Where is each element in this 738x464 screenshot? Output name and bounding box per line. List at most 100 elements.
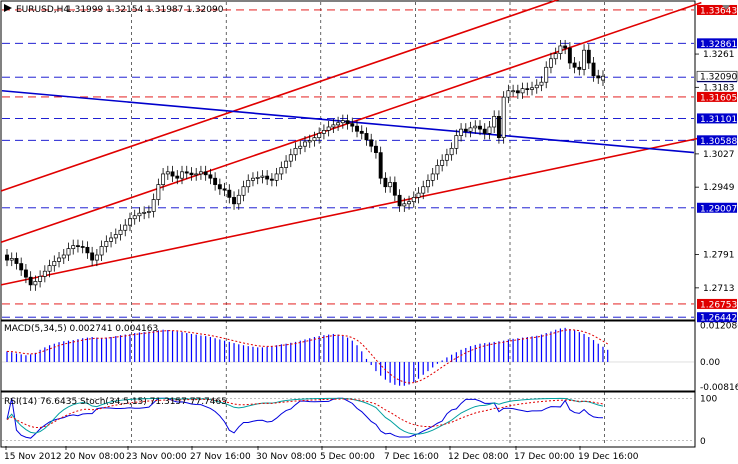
time-axis-tick-label: 30 Nov 08:00 [256, 452, 317, 462]
candle-body [274, 173, 279, 181]
candle-body [359, 130, 364, 134]
candle-body [75, 245, 80, 247]
candle-body [109, 237, 114, 242]
candle-body [265, 175, 270, 180]
price-level-tag [697, 4, 737, 15]
candle-body [591, 62, 596, 77]
candle-body [340, 120, 345, 124]
candle-body [307, 140, 312, 143]
ohlc-readout: 1.31999 1.32154 1.31987 1.32090 [66, 5, 224, 15]
candle-body [321, 130, 326, 134]
candle-body [208, 174, 213, 179]
candle-body [601, 75, 605, 81]
time-axis-tick-label: 17 Dec 00:00 [514, 452, 575, 462]
candle-body [317, 133, 322, 139]
macd-signal-line [6, 329, 608, 384]
candle-body [161, 173, 166, 185]
candle-body [33, 281, 38, 286]
candle-body [156, 184, 161, 200]
candle-body [61, 254, 66, 259]
candle-body [189, 172, 194, 176]
candle-body [449, 147, 454, 156]
candle-body [473, 125, 478, 129]
price-level-tag-label: 1.31101 [700, 115, 737, 125]
candle-body [435, 165, 440, 175]
candle-body [28, 276, 33, 286]
candle-body [251, 177, 255, 181]
candle-body [269, 178, 274, 181]
candle-body [383, 177, 388, 188]
candle-body [326, 126, 331, 131]
price-level-tag-label: 1.33643 [700, 6, 737, 16]
candle-body [5, 254, 9, 261]
candle-body [236, 194, 241, 205]
candle-body [530, 87, 534, 90]
candle-body [364, 133, 369, 141]
candle-body [279, 167, 284, 175]
candle-body [515, 90, 520, 94]
candle-body [222, 188, 227, 191]
candle-body [478, 125, 482, 130]
candle-body [184, 171, 189, 174]
time-axis-tick-label: 20 Nov 08:00 [64, 452, 125, 462]
candle-body [180, 171, 184, 179]
rsi-stoch-title: RSI(14) 76.6435 Stoch(34,5,15) 71.3157 7… [4, 397, 227, 407]
time-axis-tick-label: 12 Dec 08:00 [448, 452, 509, 462]
price-level-tag [697, 202, 737, 213]
candle-body [9, 258, 14, 261]
candle-body [104, 240, 109, 247]
candle-body [137, 212, 142, 217]
candle-body [303, 141, 307, 147]
candle-body [496, 115, 501, 139]
candle-body [468, 127, 473, 132]
candle-body [213, 177, 218, 185]
candle-body [482, 128, 487, 134]
window-marker-icon [4, 4, 12, 12]
candle-body [558, 45, 563, 54]
main-price-panel [0, 0, 696, 321]
candle-body [586, 49, 591, 64]
candle-body [331, 124, 336, 128]
current-price-tag-label: 1.32090 [700, 73, 737, 83]
candle-body [336, 122, 341, 126]
candle-body [80, 246, 85, 248]
candle-body [123, 224, 128, 231]
price-level-tag [697, 298, 737, 309]
time-axis-tick-label: 19 Dec 16:00 [578, 452, 639, 462]
candle-body [463, 128, 468, 132]
candle-body [66, 248, 71, 256]
candle-body [151, 199, 156, 212]
candle-body [544, 66, 549, 83]
candle-body [345, 120, 350, 124]
candle-body [142, 211, 147, 214]
candle-body [284, 160, 289, 168]
candle-body [369, 139, 374, 147]
candle-body [90, 252, 95, 261]
time-axis-tick-label: 23 Nov 00:00 [126, 452, 187, 462]
chart-shift-icon[interactable] [722, 5, 730, 10]
candle-body [577, 66, 582, 70]
candle-body [402, 203, 407, 207]
candle-body [42, 270, 47, 277]
candle-body [520, 88, 525, 94]
candle-body [146, 211, 151, 213]
price-axis-tick-label: 1.3183 [703, 83, 735, 93]
candle-body [454, 135, 459, 149]
time-axis-tick-label: 27 Nov 16:00 [190, 452, 251, 462]
time-axis-tick-label: 15 Nov 2012 [4, 452, 62, 462]
candle-body [312, 137, 317, 142]
candle-body [416, 192, 421, 198]
candle-body [241, 186, 246, 196]
macd-axis-tick-label: 0.012086 [700, 321, 738, 331]
candle-body [392, 182, 397, 196]
candle-body [194, 173, 199, 176]
candle-body [430, 173, 435, 181]
candle-body [165, 171, 170, 175]
candle-body [19, 263, 24, 271]
macd-axis-tick-label: 0.00 [700, 358, 720, 368]
candle-body [255, 177, 260, 179]
price-axis-tick-label: 1.2949 [703, 183, 735, 193]
candle-body [506, 90, 511, 98]
candle-body [232, 197, 236, 205]
price-level-tag [697, 135, 737, 146]
